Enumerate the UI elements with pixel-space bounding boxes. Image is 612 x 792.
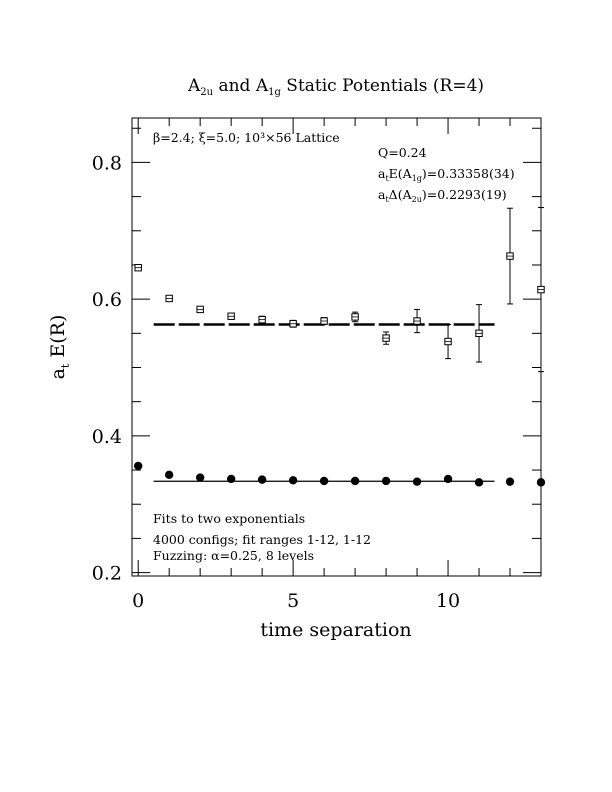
data-point-a1g <box>443 474 453 484</box>
y-tick-label: 0.6 <box>92 289 122 311</box>
data-point-a1g <box>412 477 422 486</box>
x-tick-labels: 0 5 10 <box>132 590 460 612</box>
x-tick-label: 5 <box>287 590 299 612</box>
title-subscript-a1g: 1g <box>268 87 281 98</box>
circle-marker <box>257 475 267 484</box>
data-point-a2u <box>537 207 545 373</box>
circle-marker <box>443 474 453 484</box>
circle-marker <box>350 476 360 486</box>
data-point-a1g <box>474 478 484 487</box>
y-axis-label: at E(R) <box>47 315 72 380</box>
data-point-a1g <box>381 476 391 486</box>
data-points <box>133 207 546 487</box>
circle-marker <box>505 477 515 486</box>
data-point-a2u <box>258 315 266 324</box>
title-subscript-a2u: 2u <box>200 87 213 98</box>
q-annotation: Q=0.24 <box>378 145 427 160</box>
fuzzing-annotation: Fuzzing: α=0.25, 8 levels <box>153 548 314 563</box>
data-point-a2u <box>444 323 452 360</box>
data-point-a1g <box>226 474 236 484</box>
data-point-a1g <box>164 470 174 480</box>
circle-marker <box>381 476 391 486</box>
lattice-annotation: β=2.4; ξ=5.0; 10³×56 Lattice <box>153 130 340 145</box>
circle-marker <box>164 470 174 480</box>
chart-title: A2u and A1g Static Potentials (R=4) <box>187 76 484 98</box>
configs-annotation: 4000 configs; fit ranges 1-12, 1-12 <box>153 532 371 547</box>
data-point-a1g <box>257 475 267 484</box>
circle-marker <box>288 476 298 485</box>
y-tick-labels: 0.2 0.4 0.6 0.8 <box>92 152 122 584</box>
data-point-a2u <box>320 317 328 325</box>
data-point-a2u <box>165 294 173 303</box>
axis-ticks <box>132 118 542 576</box>
x-tick-label: 0 <box>132 590 144 612</box>
y-tick-label: 0.4 <box>92 426 122 448</box>
y-tick-label: 0.8 <box>92 152 122 174</box>
data-point-a2u <box>134 264 142 272</box>
x-tick-label: 10 <box>436 590 460 612</box>
data-point-a2u <box>289 319 297 328</box>
fits-annotation: Fits to two exponentials <box>153 511 305 526</box>
gap-a2u-annotation: atΔ(A2u)=0.2293(19) <box>378 187 507 204</box>
data-point-a1g <box>133 461 143 471</box>
circle-marker <box>412 477 422 486</box>
data-point-a2u <box>382 331 390 345</box>
data-point-a2u <box>227 312 235 320</box>
data-point-a1g <box>350 476 360 486</box>
circle-marker <box>536 478 546 487</box>
data-point-a2u <box>506 207 514 305</box>
data-point-a1g <box>536 478 546 487</box>
data-point-a1g <box>319 476 329 486</box>
circle-marker <box>474 478 484 487</box>
circle-marker <box>226 474 236 484</box>
circle-marker <box>319 476 329 486</box>
data-point-a1g <box>505 477 515 486</box>
fit-lines <box>153 323 495 482</box>
circle-marker <box>195 473 205 482</box>
data-point-a2u <box>475 304 483 363</box>
data-point-a1g <box>288 476 298 485</box>
y-tick-label: 0.2 <box>92 563 122 585</box>
data-point-a2u <box>351 311 359 323</box>
energy-a1g-annotation: atE(A1g)=0.33358(34) <box>378 166 515 183</box>
data-point-a2u <box>196 305 204 314</box>
circle-marker <box>133 461 143 471</box>
x-axis-label: time separation <box>260 619 411 641</box>
data-point-a2u <box>413 308 421 334</box>
data-point-a1g <box>195 473 205 482</box>
y-axis-label-subscript: t <box>59 363 72 368</box>
